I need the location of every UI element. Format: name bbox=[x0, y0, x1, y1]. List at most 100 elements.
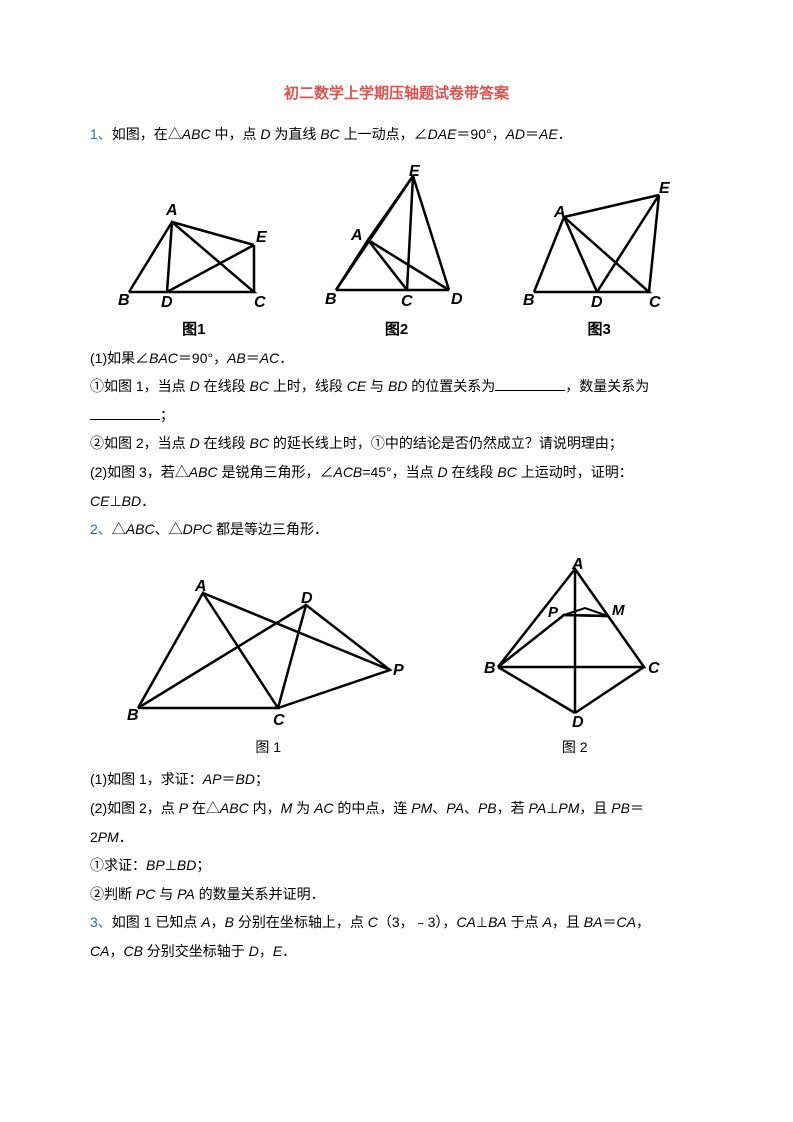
q1-number: 1、 bbox=[90, 126, 112, 142]
BA: BA bbox=[584, 914, 603, 930]
t: ＝ bbox=[221, 771, 235, 787]
t: 内， bbox=[249, 800, 281, 816]
t: 上一动点，∠ bbox=[340, 126, 428, 142]
t: (2)如图 2，点 bbox=[90, 800, 179, 816]
q2-s2: ②判断 PC 与 PA 的数量关系并证明． bbox=[90, 881, 703, 908]
t: ＝90°， bbox=[178, 350, 227, 366]
pm: PM bbox=[411, 800, 432, 816]
t: ②判断 bbox=[90, 886, 136, 902]
t: ＝ bbox=[602, 914, 616, 930]
abc: ABC bbox=[220, 800, 249, 816]
q1-p1: (1)如果∠BAC＝90°，AB＝AC． bbox=[90, 345, 703, 372]
B: B bbox=[225, 914, 234, 930]
pa: PA bbox=[177, 886, 195, 902]
dae: DAE bbox=[428, 126, 457, 142]
q3-line1: 3、如图 1 已知点 A，B 分别在坐标轴上，点 C（3，﹣3），CA⊥BA 于… bbox=[90, 909, 703, 936]
acb: ACB= bbox=[333, 464, 370, 480]
blank2 bbox=[90, 405, 160, 420]
t: 在线段 bbox=[200, 435, 250, 451]
t: ①求证： bbox=[90, 857, 146, 873]
t: ⊥ bbox=[546, 800, 558, 816]
q2-p2b: 2PM． bbox=[90, 824, 703, 851]
abc: ABC bbox=[182, 126, 211, 142]
fig1-block: A E B D C 图1 bbox=[114, 197, 274, 345]
page-title: 初二数学上学期压轴题试卷带答案 bbox=[90, 80, 703, 109]
bc: BC bbox=[249, 435, 268, 451]
t: 、 bbox=[464, 800, 478, 816]
t: ⊥ bbox=[165, 857, 177, 873]
svg-text:E: E bbox=[659, 180, 671, 197]
svg-text:B: B bbox=[118, 292, 130, 309]
q3-line2: CA，CB 分别交坐标轴于 D，E． bbox=[90, 938, 703, 965]
d: D bbox=[260, 126, 270, 142]
ad: AD bbox=[506, 126, 525, 142]
svg-text:B: B bbox=[523, 292, 535, 309]
bc: BC bbox=[497, 464, 516, 480]
t: ＝ bbox=[525, 126, 539, 142]
svg-text:C: C bbox=[273, 712, 285, 729]
D: D bbox=[249, 943, 259, 959]
t: 分别交坐标轴于 bbox=[143, 943, 249, 959]
fig3-svg: A E B D C bbox=[519, 177, 679, 312]
t: ②如图 2，当点 bbox=[90, 435, 190, 451]
svg-text:P: P bbox=[393, 662, 404, 679]
q2-number: 2、 bbox=[90, 521, 112, 537]
q1-p2: (2)如图 3，若△ABC 是锐角三角形，∠ACB=45°，当点 D 在线段 B… bbox=[90, 459, 703, 486]
CA: CA bbox=[616, 914, 635, 930]
A: A bbox=[201, 914, 210, 930]
t: 上运动时，证明： bbox=[517, 464, 633, 480]
t: 与 bbox=[155, 886, 177, 902]
svg-text:C: C bbox=[649, 294, 661, 311]
t: 2 bbox=[90, 829, 98, 845]
ce: CE bbox=[90, 493, 109, 509]
pa: PA bbox=[446, 800, 464, 816]
svg-text:A: A bbox=[165, 202, 178, 219]
t: 中，点 bbox=[211, 126, 261, 142]
C: C bbox=[368, 914, 378, 930]
q2-s1: ①求证：BP⊥BD； bbox=[90, 852, 703, 879]
t: (1)如果∠ bbox=[90, 350, 149, 366]
dpc: DPC bbox=[183, 521, 213, 537]
fig3-block: A E B D C 图3 bbox=[519, 177, 679, 345]
t: ，且 bbox=[552, 914, 584, 930]
ac: AC bbox=[260, 350, 279, 366]
q2-p1: (1)如图 1，求证：AP＝BD； bbox=[90, 766, 703, 793]
bd: BD bbox=[388, 378, 407, 394]
A: A bbox=[543, 914, 552, 930]
fig3-label: 图3 bbox=[519, 316, 679, 345]
t: ， bbox=[636, 914, 650, 930]
svg-text:C: C bbox=[254, 294, 266, 311]
bd: BD bbox=[177, 857, 196, 873]
t: ， bbox=[259, 943, 273, 959]
t: 的位置关系为 bbox=[407, 378, 495, 394]
t: 在线段 bbox=[200, 378, 250, 394]
m: M bbox=[281, 800, 293, 816]
q1-s2: ②如图 2，当点 D 在线段 BC 的延长线上时，①中的结论是否仍然成立？请说明… bbox=[90, 430, 703, 457]
svg-text:B: B bbox=[325, 291, 337, 308]
d: D bbox=[438, 464, 448, 480]
q2-fig1-svg: A D B C P bbox=[123, 575, 413, 730]
t: 都是等边三角形． bbox=[212, 521, 328, 537]
svg-text:D: D bbox=[161, 294, 173, 311]
t: ＝ bbox=[246, 350, 260, 366]
d: D bbox=[190, 378, 200, 394]
t: 于点 bbox=[507, 914, 543, 930]
t: （3，﹣3）， bbox=[378, 914, 457, 930]
t: 是锐角三角形，∠ bbox=[218, 464, 334, 480]
fig1-svg: A E B D C bbox=[114, 197, 274, 312]
CB: CB bbox=[123, 943, 142, 959]
q2-intro: 2、△ABC、△DPC 都是等边三角形． bbox=[90, 516, 703, 543]
svg-text:C: C bbox=[401, 293, 413, 310]
fig2-block: E A B C D 图2 bbox=[321, 162, 471, 345]
t: ，数量关系为 bbox=[565, 378, 649, 394]
q2-fig1-block: A D B C P 图 1 bbox=[123, 575, 413, 761]
t: 与 bbox=[366, 378, 388, 394]
svg-text:P: P bbox=[548, 604, 559, 621]
d: D bbox=[190, 435, 200, 451]
t: 如图 1 已知点 bbox=[112, 914, 201, 930]
t: ， bbox=[211, 914, 225, 930]
t: ，且 bbox=[579, 800, 611, 816]
t: 上时，线段 bbox=[269, 378, 347, 394]
bc: BC bbox=[249, 378, 268, 394]
q1-s1b: ； bbox=[90, 402, 703, 429]
